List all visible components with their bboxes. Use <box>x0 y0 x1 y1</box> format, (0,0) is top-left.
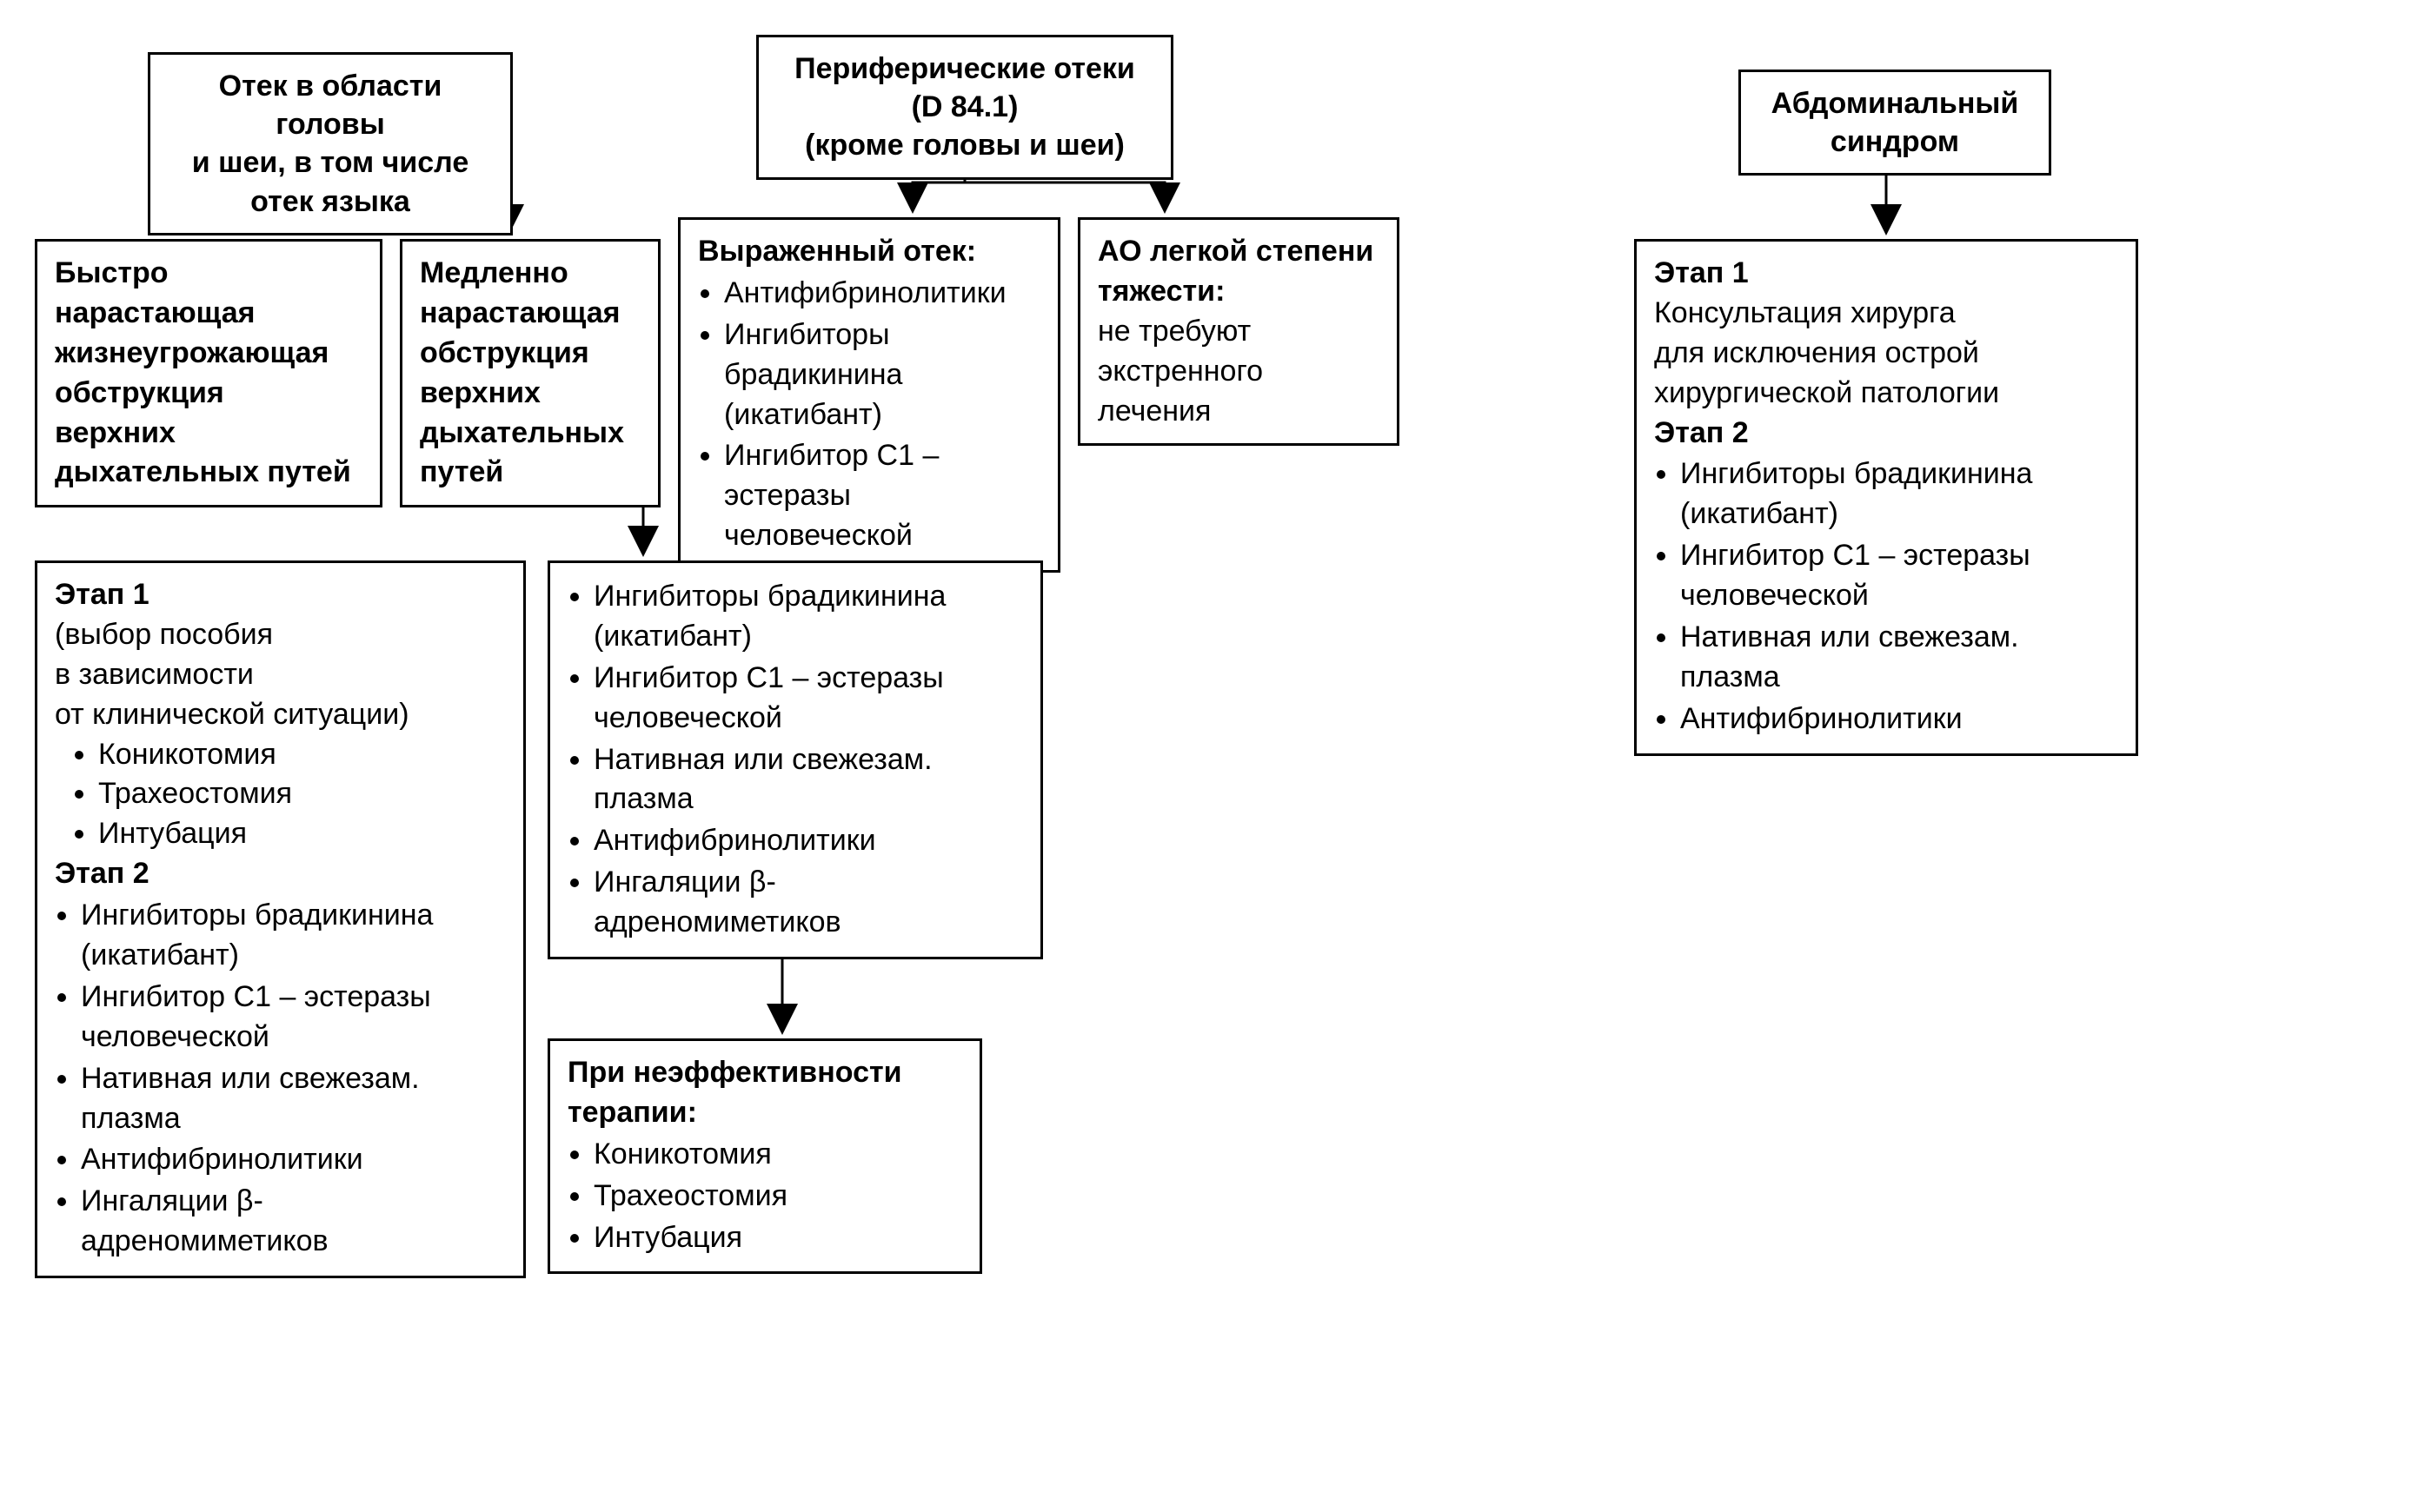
title: При неэффективности терапии: <box>568 1056 902 1129</box>
line: дыхательных <box>420 416 624 449</box>
node-head-neck-edema: Отек в области головы и шеи, в том числе… <box>148 52 513 235</box>
list-item: Ингаляции β-адреномиметиков <box>594 863 1023 943</box>
list-item: Трахеостомия <box>594 1177 962 1217</box>
list-item: Антифибринолитики <box>594 821 1023 861</box>
line: (D 84.1) <box>912 90 1019 123</box>
line: нарастающая <box>55 296 255 329</box>
line: не требуют <box>1098 315 1251 348</box>
line: (выбор пособия <box>55 618 273 651</box>
list-item: Антифибринолитики <box>81 1140 506 1180</box>
list-item: Коникотомия <box>98 735 506 775</box>
flowchart-canvas: Отек в области головы и шеи, в том числе… <box>35 35 2377 1477</box>
line: верхних <box>420 376 541 409</box>
stage1-title: Этап 1 <box>1654 256 1749 289</box>
line: лечения <box>1098 395 1211 428</box>
list: Коникотомия Трахеостомия Интубация <box>568 1135 962 1258</box>
line: верхних <box>55 416 176 449</box>
list-item: Ингибитор С1 – эстеразы человеческой <box>594 659 1023 739</box>
line: для исключения острой <box>1654 336 1979 369</box>
list-item: Ингибитор С1 – эстеразы человеческой <box>724 436 1040 556</box>
line: Быстро <box>55 256 169 289</box>
node-therapy-failure: При неэффективности терапии: Коникотомия… <box>548 1038 982 1274</box>
line: дыхательных путей <box>55 455 351 488</box>
list: Антифибринолитики Ингибиторы брадикинина… <box>698 274 1040 556</box>
list-item: Антифибринолитики <box>1680 700 2118 739</box>
list-item: Нативная или свежезам. плазма <box>594 740 1023 820</box>
line: Медленно <box>420 256 568 289</box>
list-item: Интубация <box>594 1218 962 1258</box>
line: Периферические отеки <box>794 52 1135 85</box>
node-rapid-obstruction: Быстро нарастающая жизнеугрожающая обстр… <box>35 239 382 507</box>
node-abdominal-stages: Этап 1 Консультация хирурга для исключен… <box>1634 239 2138 756</box>
line: отек языка <box>250 185 410 218</box>
line: экстренного <box>1098 355 1263 388</box>
line: путей <box>420 455 503 488</box>
stage2-list: Ингибиторы брадикинина (икатибант) Ингиб… <box>1654 454 2118 739</box>
stage1-list: Коникотомия Трахеостомия Интубация <box>55 735 506 855</box>
line: от клинической ситуации) <box>55 698 409 731</box>
line: Консультация хирурга <box>1654 296 1956 329</box>
line: нарастающая <box>420 296 620 329</box>
list-item: Интубация <box>98 814 506 854</box>
list-item: Ингаляции β-адреномиметиков <box>81 1182 506 1262</box>
title: Выраженный отек: <box>698 235 976 268</box>
line: в зависимости <box>55 658 254 691</box>
line: обструкция <box>420 336 589 369</box>
node-slow-obstruction: Медленно нарастающая обструкция верхних … <box>400 239 661 507</box>
list-item: Ингибиторы брадикинина (икатибант) <box>81 896 506 976</box>
line: (кроме головы и шеи) <box>805 129 1125 162</box>
list-item: Ингибиторы брадикинина (икатибант) <box>594 577 1023 657</box>
node-mild-ao: АО легкой степени тяжести: не требуют эк… <box>1078 217 1399 446</box>
stage2-title: Этап 2 <box>1654 416 1749 449</box>
line: жизнеугрожающая <box>55 336 329 369</box>
list-item: Нативная или свежезам. плазма <box>81 1059 506 1139</box>
line: хирургической патологии <box>1654 376 1999 409</box>
stage1-title: Этап 1 <box>55 578 150 611</box>
line: синдром <box>1831 125 1959 158</box>
list-item: Антифибринолитики <box>724 274 1040 314</box>
list: Ингибиторы брадикинина (икатибант) Ингиб… <box>568 577 1023 943</box>
list-item: Коникотомия <box>594 1135 962 1175</box>
stage2-list: Ингибиторы брадикинина (икатибант) Ингиб… <box>55 896 506 1262</box>
list-item: Ингибитор С1 – эстеразы человеческой <box>1680 536 2118 616</box>
node-slow-therapy: Ингибиторы брадикинина (икатибант) Ингиб… <box>548 560 1043 959</box>
stage2-title: Этап 2 <box>55 857 150 890</box>
line: Отек в области головы <box>219 70 442 141</box>
list-item: Нативная или свежезам. плазма <box>1680 618 2118 698</box>
line: Абдоминальный <box>1771 87 2019 120</box>
list-item: Ингибиторы брадикинина (икатибант) <box>1680 454 2118 534</box>
line: и шеи, в том числе <box>192 146 468 179</box>
list-item: Ингибиторы брадикинина (икатибант) <box>724 315 1040 435</box>
node-severe-edema: Выраженный отек: Антифибринолитики Ингиб… <box>678 217 1060 573</box>
line: обструкция <box>55 376 224 409</box>
list-item: Трахеостомия <box>98 774 506 814</box>
node-peripheral-edema: Периферические отеки (D 84.1) (кроме гол… <box>756 35 1173 180</box>
node-rapid-stages: Этап 1 (выбор пособия в зависимости от к… <box>35 560 526 1278</box>
title: АО легкой степени тяжести: <box>1098 235 1373 308</box>
list-item: Ингибитор С1 – эстеразы человеческой <box>81 978 506 1058</box>
node-abdominal-syndrome: Абдоминальный синдром <box>1738 70 2051 176</box>
